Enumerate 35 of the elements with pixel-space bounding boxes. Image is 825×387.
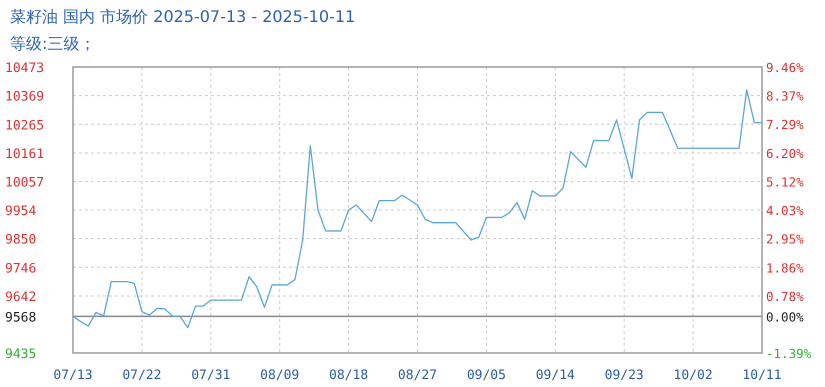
y-tick-label: 10473 [5,61,44,76]
x-tick-label: 09/14 [536,368,576,383]
x-tick-label: 08/27 [398,368,438,383]
y2-tick-label: 6.20% [766,146,804,161]
chart-title: 菜籽油 国内 市场价 2025-07-13 - 2025-10-11 [10,7,356,26]
y2-tick-label: 7.29% [766,117,804,132]
y2-tick-label: 8.37% [766,88,804,104]
x-tick-label: 07/22 [122,368,162,383]
y-tick-label: 9642 [5,290,36,305]
x-tick-label: 09/05 [466,368,506,383]
y2-tick-label: 0.00% [766,309,804,324]
x-tick-label: 07/31 [191,368,230,383]
y2-tick-label: 4.03% [766,203,804,218]
y-tick-label: 10057 [5,176,44,191]
y2-tick-label: 1.86% [766,260,804,276]
y-tick-label: 9568 [5,310,36,326]
y2-tick-label: 0.78% [766,288,804,304]
y2-tick-label: -1.39% [766,346,812,361]
y-tick-label: 9746 [5,261,36,276]
x-tick-label: 09/23 [604,368,644,383]
x-tick-label: 10/11 [742,368,782,383]
chart-subtitle: 等级:三级； [10,34,96,53]
y-tick-label: 9850 [5,232,36,248]
y2-tick-label: 5.12% [766,174,804,190]
y-tick-label: 10369 [5,90,44,105]
y2-tick-label: 2.95% [766,232,804,247]
x-tick-label: 07/13 [53,368,93,383]
y2-tick-label: 9.46% [766,60,804,75]
x-tick-label: 10/02 [674,368,713,383]
y-tick-label: 10265 [5,118,44,134]
y-tick-label: 10161 [5,146,44,162]
y-tick-label: 9435 [5,347,36,362]
x-tick-label: 08/09 [260,368,300,383]
y-tick-label: 9954 [5,204,36,219]
x-tick-label: 08/18 [329,368,368,383]
